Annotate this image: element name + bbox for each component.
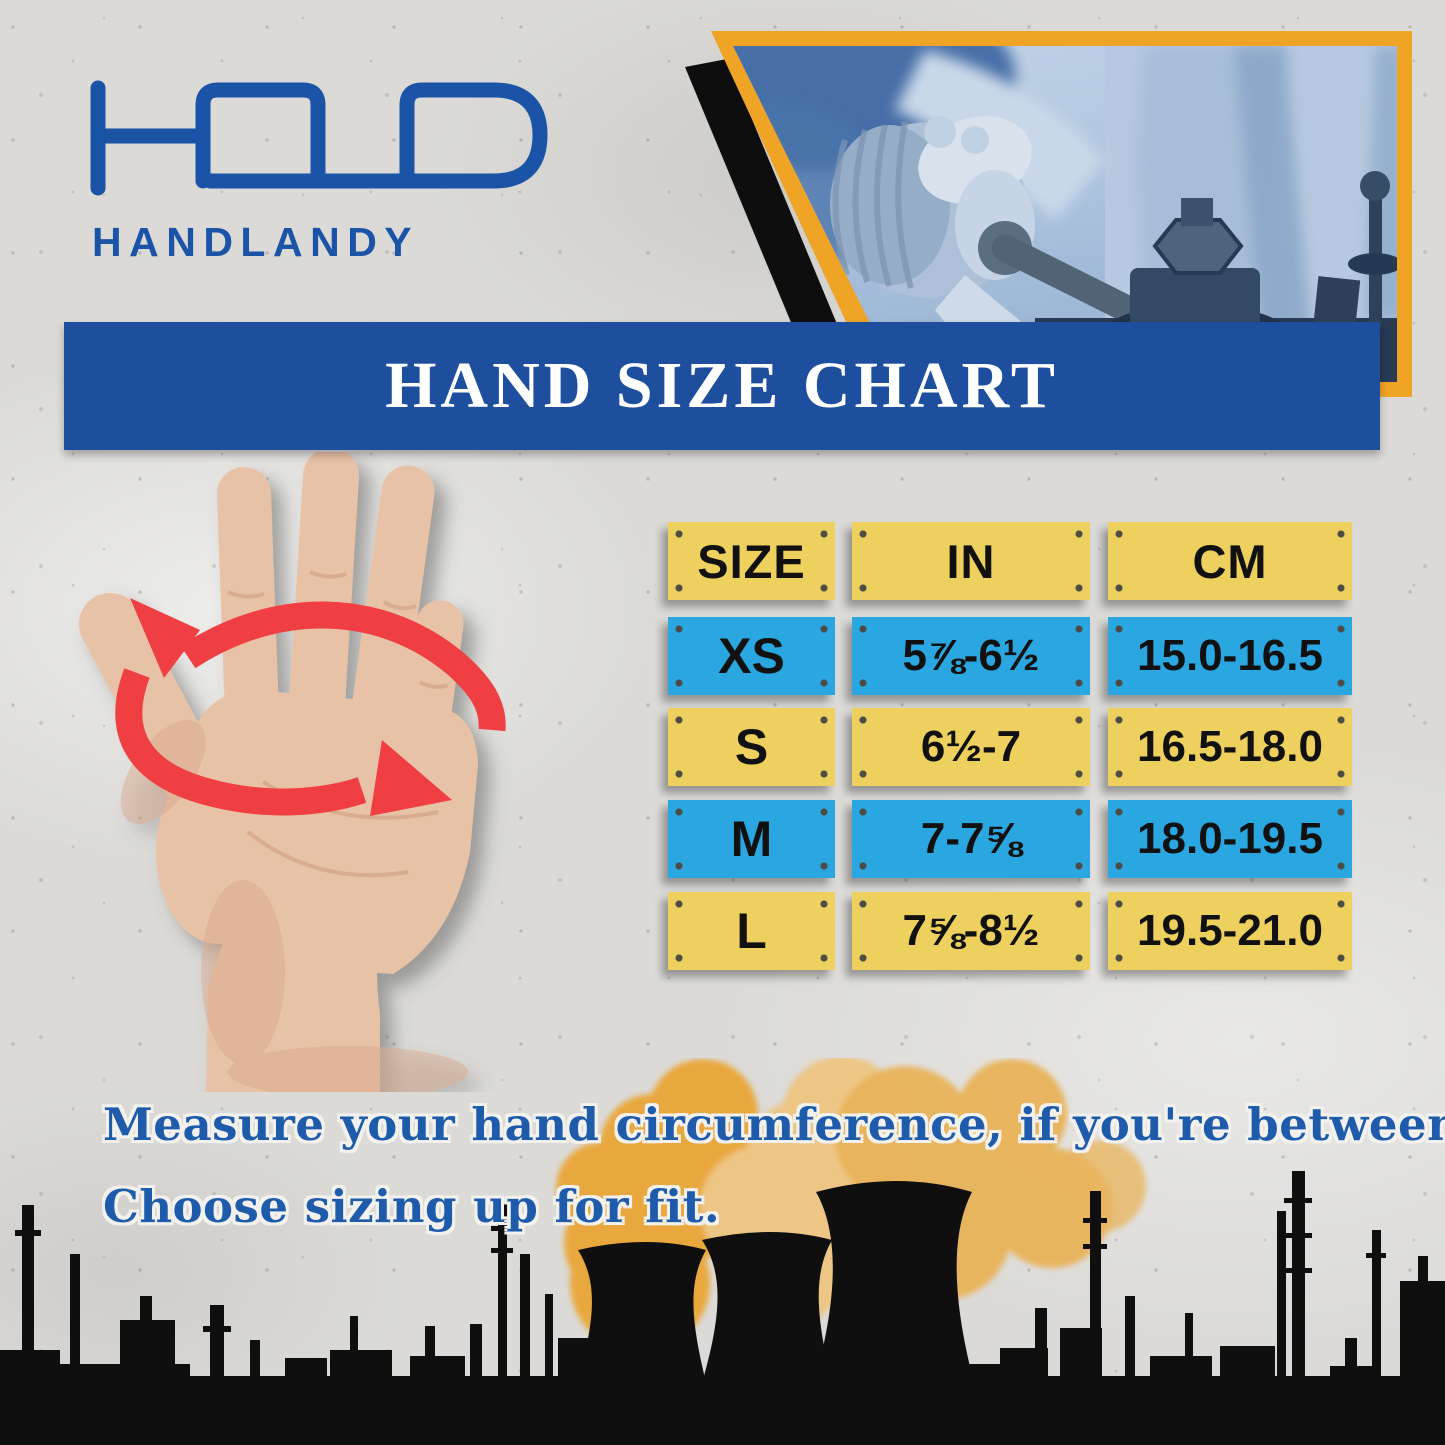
- table-cell-cm-s: 16.5-18.0: [1108, 708, 1352, 786]
- industrial-skyline: [0, 1058, 1445, 1445]
- table-cell-cm-xs: 15.0-16.5: [1108, 617, 1352, 695]
- table-cell-cm-m: 18.0-19.5: [1108, 800, 1352, 878]
- table-header-cm: CM: [1108, 522, 1352, 600]
- instruction-line-1: Measure your hand circumference, if you'…: [103, 1098, 1445, 1151]
- banner: HAND SIZE CHART: [64, 322, 1380, 450]
- table-cell-in-s: 6½-7: [852, 708, 1090, 786]
- hand-illustration: [79, 452, 506, 1092]
- skyline-silhouette: [0, 1171, 1445, 1445]
- table-cell-size-xs: XS: [668, 617, 835, 695]
- measure-rotation-arrow-icon: [115, 598, 506, 816]
- table-cell-size-s: S: [668, 708, 835, 786]
- page-title: HAND SIZE CHART: [385, 349, 1059, 422]
- table-cell-size-m: M: [668, 800, 835, 878]
- table-cell-cm-l: 19.5-21.0: [1108, 892, 1352, 970]
- table-cell-in-xs: 5⅞-6½: [852, 617, 1090, 695]
- table-cell-in-l: 7⅝-8½: [852, 892, 1090, 970]
- table-cell-size-l: L: [668, 892, 835, 970]
- black-stripe: [685, 59, 837, 332]
- table-header-in: IN: [852, 522, 1090, 600]
- brand-name: HANDLANDY: [92, 219, 420, 265]
- table-header-size: SIZE: [668, 522, 835, 600]
- instruction-line-2: Choose sizing up for fit.: [103, 1180, 721, 1233]
- handlandy-logo-icon: [90, 80, 548, 196]
- table-cell-in-m: 7-7⅝: [852, 800, 1090, 878]
